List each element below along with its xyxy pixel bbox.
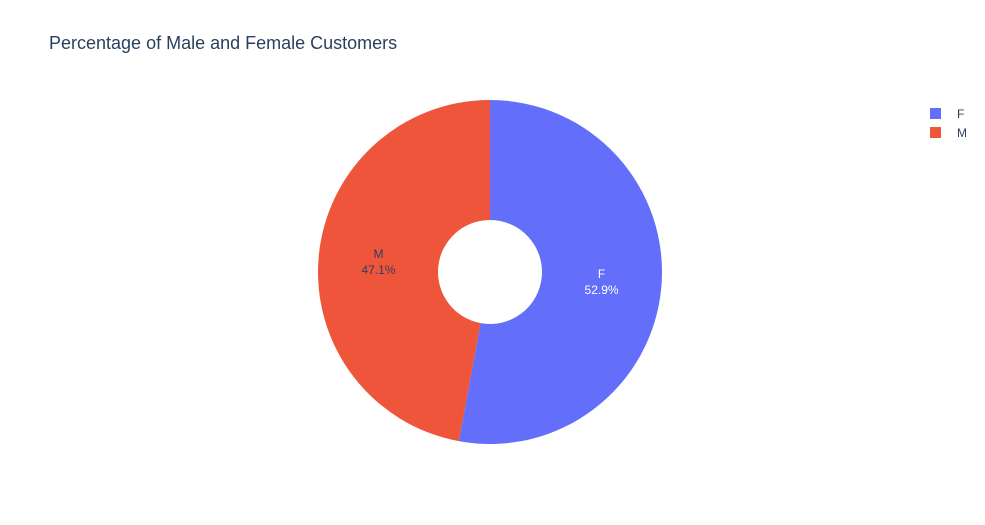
slice-m[interactable] [318,100,490,442]
legend-item-f[interactable]: F [930,104,967,123]
slice-label-m: M 47.1% [361,247,395,277]
legend-item-m[interactable]: M [930,123,967,142]
chart-title: Percentage of Male and Female Customers [49,33,398,53]
legend: F M [930,104,967,142]
legend-swatch-f [930,108,941,119]
legend-label-f: F [957,106,965,121]
slice-percent-f: 52.9% [585,283,619,297]
slice-percent-m: 47.1% [361,263,395,277]
slice-category-f: F [598,267,605,281]
legend-label-m: M [957,125,967,140]
slice-category-m: M [373,247,383,261]
slice-f[interactable] [458,100,663,444]
legend-swatch-m [930,127,941,138]
slice-label-f: F 52.9% [585,267,619,297]
